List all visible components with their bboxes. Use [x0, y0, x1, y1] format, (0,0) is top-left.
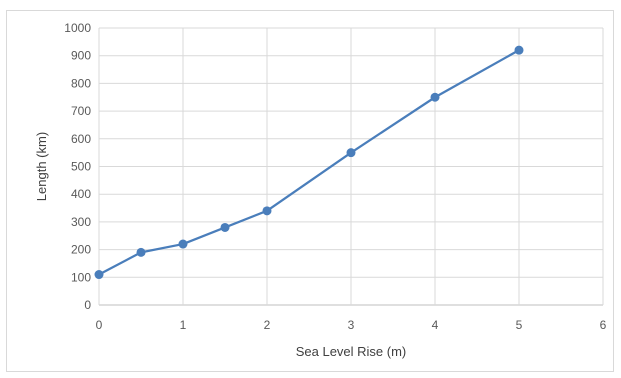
- data-point: [136, 247, 146, 257]
- x-tick-label: 1: [180, 318, 187, 332]
- y-tick-labels: 0 100 200 300 400 500 600 700 800 900 1000: [64, 21, 91, 312]
- y-tick-label: 1000: [64, 21, 91, 35]
- data-point: [430, 92, 440, 102]
- data-point: [94, 270, 104, 280]
- gridlines: [98, 27, 604, 306]
- x-tick-label: 3: [348, 318, 355, 332]
- data-point: [178, 239, 188, 249]
- x-tick-labels: 0 1 2 3 4 5 6: [96, 318, 607, 332]
- x-axis-label: Sea Level Rise (m): [296, 344, 407, 359]
- y-tick-label: 800: [71, 76, 91, 90]
- x-tick-label: 2: [264, 318, 271, 332]
- x-tick-label: 5: [516, 318, 523, 332]
- x-tick-label: 4: [432, 318, 439, 332]
- y-tick-label: 0: [84, 298, 91, 312]
- data-point: [514, 45, 524, 55]
- series-line: [98, 49, 520, 276]
- x-tick-label: 0: [96, 318, 103, 332]
- data-point: [220, 222, 230, 232]
- y-tick-label: 500: [71, 160, 91, 174]
- data-point: [262, 206, 272, 216]
- y-tick-label: 400: [71, 187, 91, 201]
- x-tick-label: 6: [600, 318, 607, 332]
- y-tick-label: 700: [71, 104, 91, 118]
- y-tick-label: 600: [71, 132, 91, 146]
- series-group: [94, 45, 524, 280]
- chart-frame: [6, 10, 614, 372]
- y-tick-label: 200: [71, 243, 91, 257]
- y-tick-label: 100: [71, 270, 91, 284]
- data-point: [346, 148, 356, 158]
- y-tick-label: 300: [71, 215, 91, 229]
- y-axis-label: Length (km): [34, 132, 49, 201]
- y-tick-label: 900: [71, 49, 91, 63]
